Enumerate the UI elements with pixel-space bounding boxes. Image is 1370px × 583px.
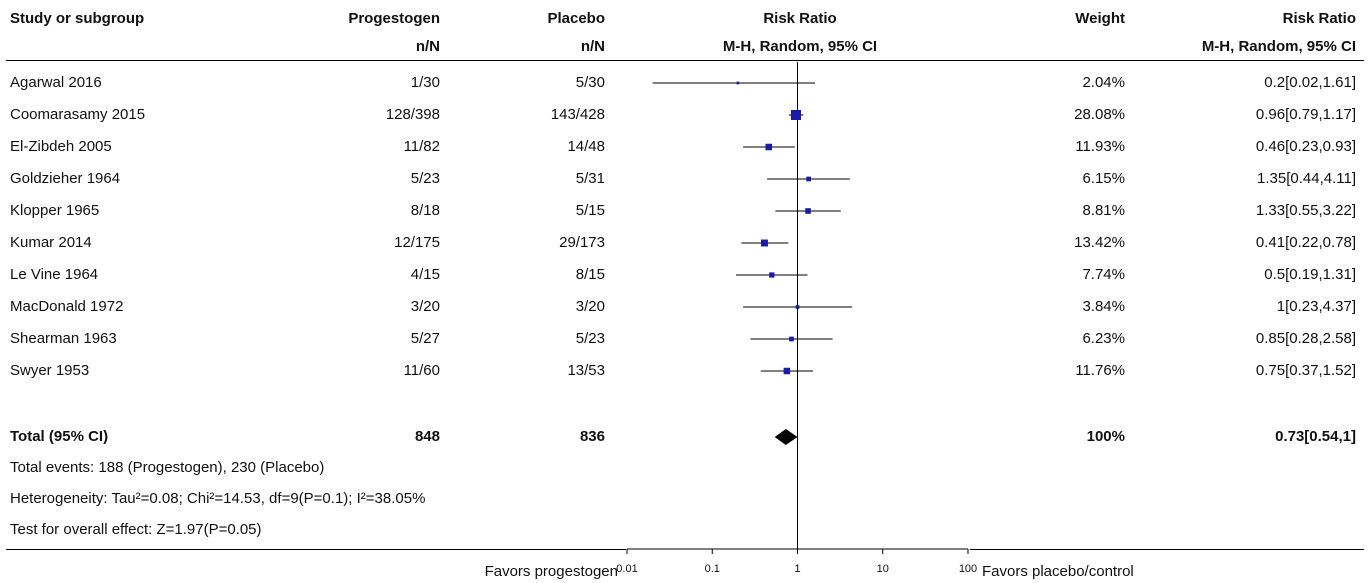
group1-events: 128/398	[385, 106, 440, 123]
header-rr: Risk Ratio	[1282, 10, 1356, 27]
total-label: Total (95% CI)	[10, 428, 109, 445]
header-plot-sub: M-H, Random, 95% CI	[722, 38, 878, 55]
effect-square	[761, 239, 768, 247]
group2-events: 5/30	[575, 74, 605, 91]
study-risk-ratio: 0.96[0.79,1.17]	[1255, 106, 1356, 123]
study-weight: 7.74%	[1082, 266, 1125, 283]
footer-rule-left	[6, 549, 626, 550]
group2-events: 13/53	[567, 362, 605, 379]
group1-events: 1/30	[410, 74, 440, 91]
overall-effect-note: Test for overall effect: Z=1.97(P=0.05)	[10, 521, 262, 538]
study-weight: 6.15%	[1082, 170, 1125, 187]
total-diamond	[774, 429, 798, 445]
group1-events: 8/18	[410, 202, 440, 219]
group2-events: 5/31	[575, 170, 605, 187]
effect-square	[769, 272, 775, 278]
group1-events: 5/27	[410, 330, 440, 347]
study-risk-ratio: 0.85[0.28,2.58]	[1255, 330, 1356, 347]
study-name: Goldzieher 1964	[10, 170, 121, 187]
group2-events: 14/48	[567, 138, 605, 155]
study-risk-ratio: 1.35[0.44,4.11]	[1257, 170, 1356, 187]
study-name: Shearman 1963	[10, 330, 117, 347]
group1-events: 12/175	[394, 234, 440, 251]
group1-events: 11/60	[403, 362, 440, 379]
study-risk-ratio: 0.46[0.23,0.93]	[1255, 138, 1356, 155]
study-name: MacDonald 1972	[10, 298, 124, 315]
effect-square	[790, 110, 801, 120]
x-tick-label: 1	[794, 563, 800, 575]
effect-square	[806, 176, 811, 182]
header-plot: Risk Ratio	[763, 10, 837, 27]
study-name: Kumar 2014	[10, 234, 92, 251]
study-weight: 3.84%	[1082, 298, 1125, 315]
study-weight: 11.93%	[1075, 138, 1125, 155]
favors-left-label: Favors progestogen	[484, 563, 618, 580]
group2-events: 5/23	[575, 330, 605, 347]
study-name: Le Vine 1964	[10, 266, 99, 283]
header-group1-sub: n/N	[415, 38, 440, 55]
study-risk-ratio: 0.5[0.19,1.31]	[1264, 266, 1356, 283]
effect-square	[795, 305, 800, 309]
study-weight: 2.04%	[1082, 74, 1125, 91]
group2-events: 29/173	[559, 234, 605, 251]
study-name: El-Zibdeh 2005	[10, 138, 112, 155]
study-risk-ratio: 1[0.23,4.37]	[1276, 298, 1356, 315]
group1-events: 4/15	[410, 266, 440, 283]
study-weight: 28.08%	[1074, 106, 1125, 123]
footer-rule-right	[970, 549, 1364, 550]
study-name: Agarwal 2016	[10, 74, 102, 91]
total-group2: 836	[579, 428, 605, 445]
header-group2: Placebo	[547, 10, 605, 27]
x-tick-label: 0.1	[705, 563, 720, 575]
total-risk-ratio: 0.73[0.54,1]	[1275, 428, 1356, 445]
total-events-note: Total events: 188 (Progestogen), 230 (Pl…	[10, 459, 325, 476]
total-weight: 100%	[1086, 428, 1125, 445]
x-tick-label: 100	[959, 563, 977, 575]
study-risk-ratio: 0.41[0.22,0.78]	[1255, 234, 1356, 251]
study-weight: 8.81%	[1082, 202, 1125, 219]
effect-square	[789, 336, 794, 342]
effect-square	[736, 81, 740, 85]
study-weight: 6.23%	[1082, 330, 1125, 347]
study-name: Klopper 1965	[10, 202, 100, 219]
group1-events: 11/82	[403, 138, 440, 155]
effect-square	[805, 208, 811, 214]
favors-right-label: Favors placebo/control	[982, 563, 1134, 580]
header-group2-sub: n/N	[580, 38, 605, 55]
group1-events: 5/23	[410, 170, 440, 187]
group2-events: 8/15	[575, 266, 605, 283]
x-tick-label: 10	[877, 563, 889, 575]
header-rule	[6, 60, 1364, 61]
header-study: Study or subgroup	[10, 10, 145, 27]
effect-square	[783, 367, 791, 375]
study-risk-ratio: 0.75[0.37,1.52]	[1255, 362, 1356, 379]
effect-square	[765, 143, 773, 151]
study-risk-ratio: 0.2[0.02,1.61]	[1264, 74, 1356, 91]
heterogeneity-note: Heterogeneity: Tau²=0.08; Chi²=14.53, df…	[10, 490, 426, 507]
total-group1: 848	[414, 428, 440, 445]
header-group1: Progestogen	[348, 10, 440, 27]
group2-events: 143/428	[550, 106, 605, 123]
study-name: Coomarasamy 2015	[10, 106, 146, 123]
header-weight: Weight	[1075, 10, 1125, 27]
group1-events: 3/20	[410, 298, 440, 315]
study-risk-ratio: 1.33[0.55,3.22]	[1255, 202, 1356, 219]
header-rr-sub: M-H, Random, 95% CI	[1201, 38, 1356, 55]
study-weight: 11.76%	[1075, 362, 1125, 379]
study-name: Swyer 1953	[10, 362, 90, 379]
x-tick-label: 0.01	[616, 563, 637, 575]
group2-events: 3/20	[575, 298, 605, 315]
group2-events: 5/15	[575, 202, 605, 219]
study-weight: 13.42%	[1074, 234, 1125, 251]
